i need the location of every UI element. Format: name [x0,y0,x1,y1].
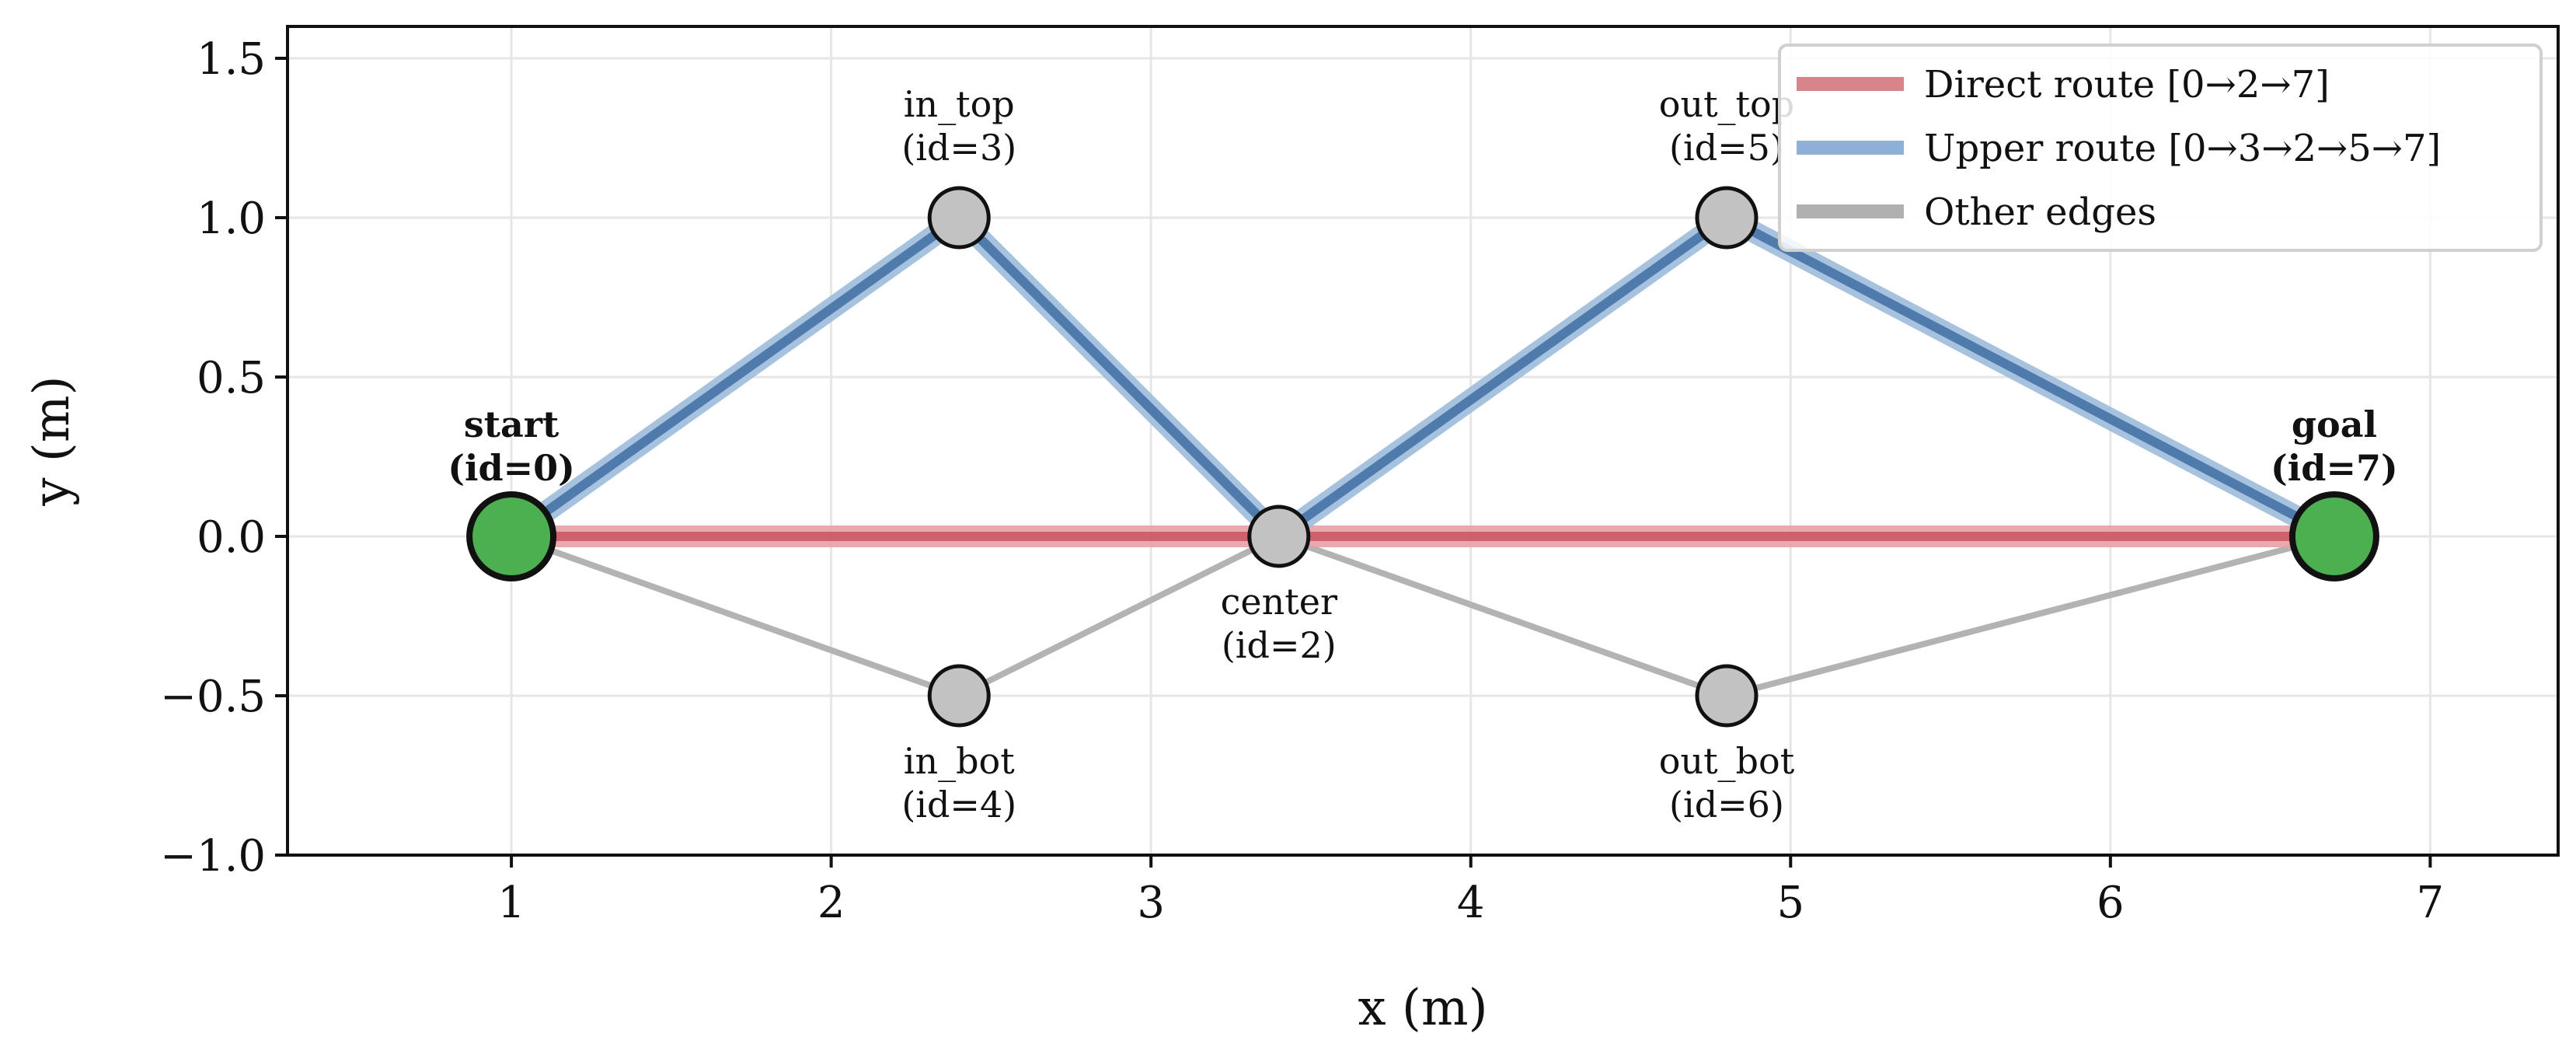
y-axis-label: y (m) [23,375,81,506]
y-tick-label: 1.0 [197,194,266,244]
node-label-start: start [464,403,559,445]
node-label-center: center [1221,581,1337,623]
y-tick-label: 0.5 [197,353,266,403]
x-tick-label: 1 [497,878,525,928]
x-tick-label: 4 [1457,878,1485,928]
node-label-out_bot: out_bot [1659,740,1795,782]
node-id-label-in_bot: (id=4) [901,784,1016,826]
legend-box [1778,44,2543,252]
node-label-in_bot: in_bot [904,740,1015,782]
y-tick-label: −1.0 [160,831,266,882]
node-center [1247,505,1311,568]
node-in_bot [927,664,991,728]
x-tick-label: 7 [2417,878,2445,928]
node-label-goal: goal [2292,403,2377,445]
node-id-label-in_top: (id=3) [901,127,1016,169]
y-tick-label: 1.5 [197,34,266,85]
node-id-label-out_bot: (id=6) [1669,784,1784,826]
other-edge-0-4 [508,533,963,699]
node-start [466,491,557,581]
other-edge-2-6 [1275,533,1730,699]
node-in_top [927,186,991,250]
legend-entry-2: Other edges [1924,190,2156,234]
node-labels: start(id=0) center(id=2) in_top(id=3) in_bo… [448,83,2398,826]
y-tick-label: 0.0 [197,512,266,563]
x-axis-label: x (m) [1358,979,1487,1037]
legend-entry-0: Direct route [0→2→7] [1924,63,2330,106]
x-tick-label: 3 [1137,878,1165,928]
node-out_top [1695,186,1759,250]
node-id-label-goal: (id=7) [2271,447,2398,489]
other-edge-6-7 [1723,533,2337,699]
node-label-out_top: out_top [1659,83,1794,125]
node-id-label-out_top: (id=5) [1669,127,1784,169]
node-label-in_top: in_top [904,83,1015,125]
plot-frame [286,25,2560,857]
node-id-label-center: (id=2) [1222,624,1337,666]
x-tick-label: 6 [2097,878,2125,928]
node-out_bot [1695,664,1759,728]
x-tick-label: 5 [1776,878,1804,928]
other-edge-4-2 [956,533,1282,699]
y-tick-label: −0.5 [160,672,266,722]
other-edges [508,533,2337,699]
axis-ticks: 1 2 3 4 5 6 7 −1.0 −0.5 0.0 0.5 1.0 1.5 [160,34,2444,928]
x-tick-label: 2 [817,878,845,928]
node-goal [2288,491,2379,581]
node-id-label-start: (id=0) [448,447,575,489]
legend-entry-1: Upper route [0→3→2→5→7] [1924,127,2441,170]
graph-nodes [466,186,2379,728]
legend: Direct route [0→2→7] Upper route [0→3→2→5… [1778,44,2543,252]
